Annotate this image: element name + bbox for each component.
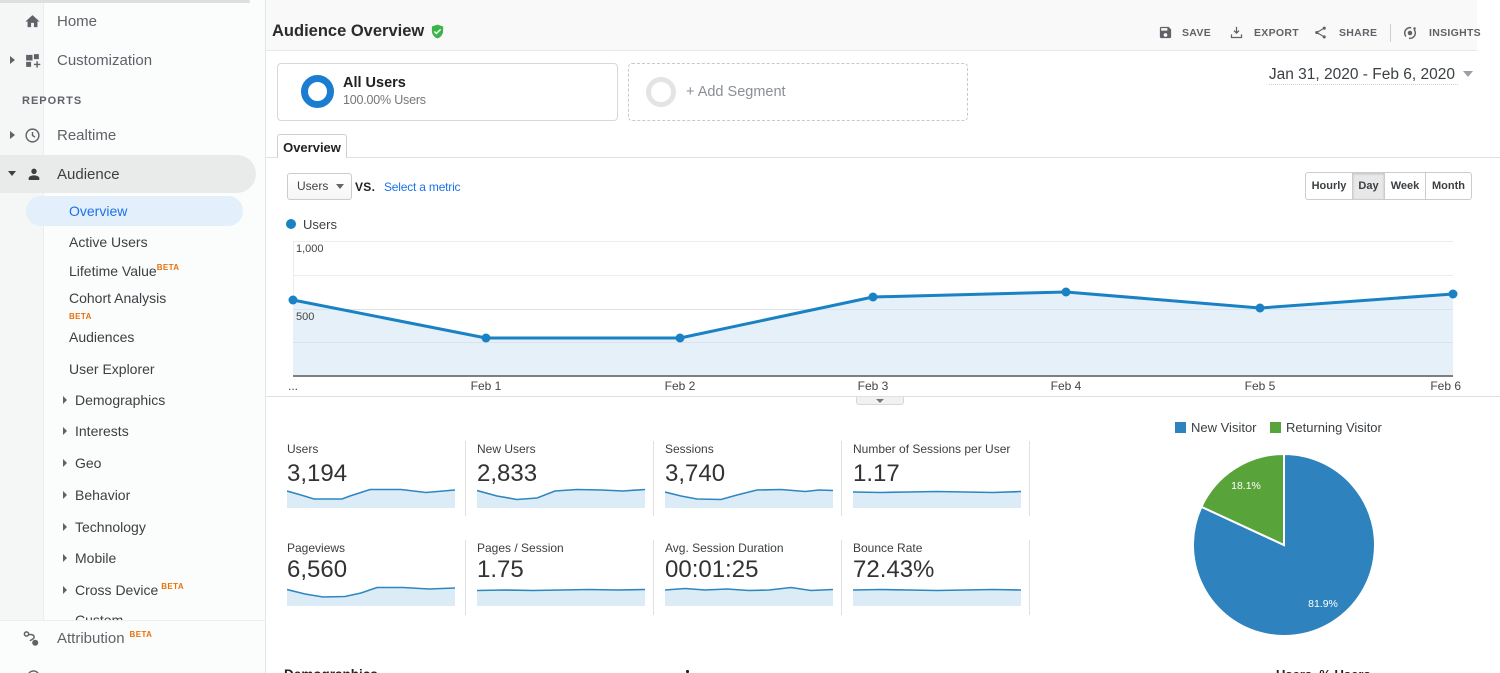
svg-text:81.9%: 81.9% <box>1308 598 1338 610</box>
svg-text:18.1%: 18.1% <box>1231 480 1261 492</box>
